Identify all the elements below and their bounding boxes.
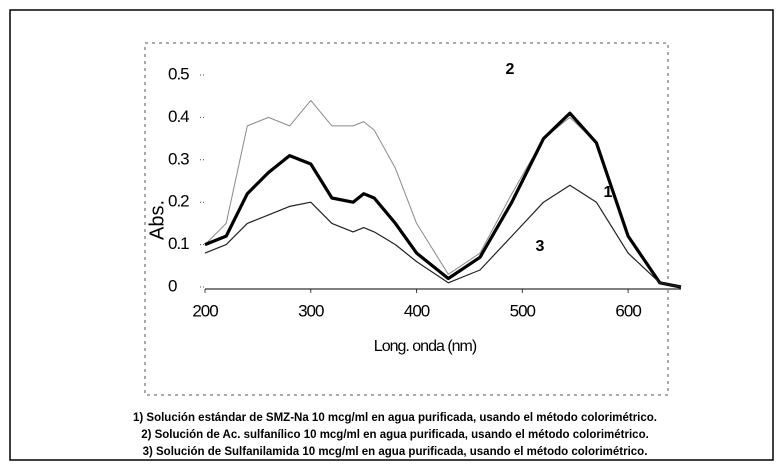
series-line xyxy=(204,111,682,289)
y-tick-label: 0.5 xyxy=(168,64,189,83)
y-axis-label: Abs. xyxy=(146,200,168,240)
y-tick-label: 0.3 xyxy=(168,149,189,168)
x-tick-label: 500 xyxy=(510,301,536,320)
y-tick-label: 0.4 xyxy=(168,107,189,126)
y-tick-label: 0.1 xyxy=(168,234,189,253)
caption: 3) Solución de Sulfanilamida 10 mcg/ml e… xyxy=(143,446,648,458)
series-label: 2 xyxy=(506,61,515,78)
series-line xyxy=(204,184,682,288)
series-label: 3 xyxy=(536,238,545,255)
caption: 2) Solución de Ac. sulfanílico 10 mcg/ml… xyxy=(141,429,649,441)
plot-border xyxy=(144,42,669,396)
x-tick-label: 400 xyxy=(404,301,430,320)
frame xyxy=(9,9,774,461)
series-label: 1 xyxy=(604,184,613,201)
x-tick-label: 200 xyxy=(192,301,218,320)
y-tick-label: 0 xyxy=(168,276,177,295)
caption: 1) Solución estándar de SMZ-Na 10 mcg/ml… xyxy=(133,412,657,424)
x-axis-label: Long. onda (nm) xyxy=(374,338,477,355)
y-tick-label: 0.2 xyxy=(168,192,189,211)
x-tick-label: 300 xyxy=(298,301,324,320)
x-tick-label: 600 xyxy=(615,301,641,320)
